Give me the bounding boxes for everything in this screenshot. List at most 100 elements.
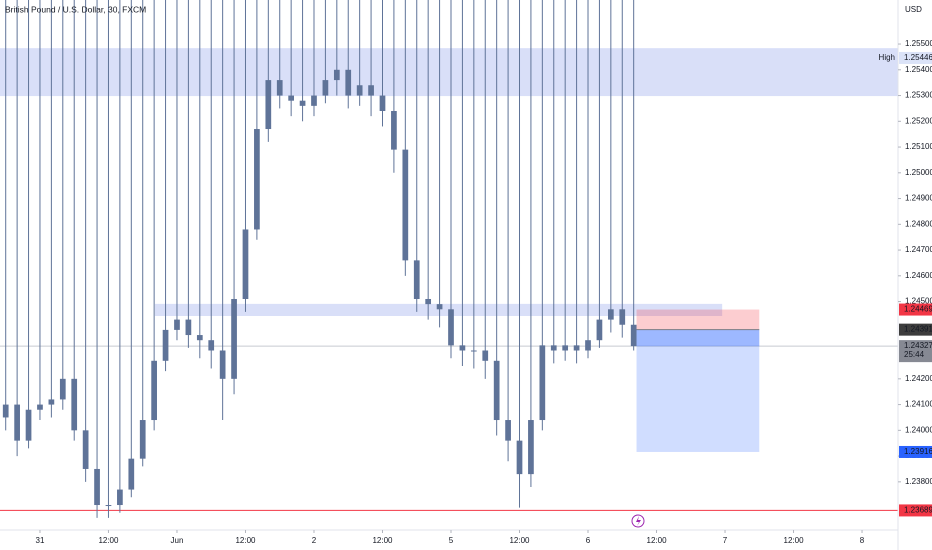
candle-body <box>368 85 374 96</box>
y-tick-label: 1.25000 <box>905 168 932 177</box>
high-price-label: 1.25446 <box>904 53 932 62</box>
candle-body <box>619 309 626 325</box>
chart-title: British Pound / U.S. Dollar, 30, FXCM <box>5 4 146 14</box>
candle-body <box>128 458 135 490</box>
alert-icon[interactable] <box>631 514 645 528</box>
candle-body <box>208 340 215 351</box>
x-tick-label: 8 <box>860 536 865 545</box>
x-tick-label: 12:00 <box>647 536 668 545</box>
candle-body <box>459 345 466 351</box>
candles <box>2 0 637 518</box>
candle-body <box>482 350 489 361</box>
candle-body <box>2 404 9 418</box>
zone <box>0 48 898 97</box>
position-tool <box>636 309 760 452</box>
x-tick-label: 12:00 <box>98 536 119 545</box>
candle-body <box>288 95 295 101</box>
candle-body <box>139 420 146 459</box>
x-tick-label: 12:00 <box>235 536 256 545</box>
candle-body <box>196 335 203 341</box>
candle-body <box>48 399 55 405</box>
candle-body <box>493 360 500 421</box>
candle-body <box>82 430 89 469</box>
low-price-label: 1.23689 <box>904 506 932 515</box>
candle-body <box>413 260 420 299</box>
candle-body <box>37 404 43 410</box>
candle-body <box>391 110 397 150</box>
candle-body <box>516 440 523 475</box>
candle-body <box>539 345 546 421</box>
y-tick-label: 1.25500 <box>905 39 932 48</box>
candle-body <box>550 345 557 351</box>
candle-body <box>505 420 511 441</box>
stop-area <box>636 309 760 330</box>
candle-body <box>185 319 192 336</box>
candle-body <box>528 420 534 475</box>
target-price-label: 1.23916 <box>904 447 932 456</box>
countdown: 25:44 <box>904 350 925 359</box>
y-tick-label: 1.24500 <box>905 297 932 306</box>
candle-body <box>151 360 157 421</box>
x-tick-label: 12:00 <box>372 536 393 545</box>
x-tick-label: 12:00 <box>509 536 530 545</box>
last-price-badge <box>899 340 932 363</box>
entry-price-label: 1.24391 <box>904 325 932 334</box>
candle-body <box>276 80 283 96</box>
low-price-badge <box>899 504 932 517</box>
y-tick-label: 1.23800 <box>905 477 932 486</box>
candle-body <box>117 489 123 506</box>
candle-body <box>448 309 454 346</box>
y-tick-label: 1.24200 <box>905 374 932 383</box>
candle-body <box>379 95 386 111</box>
y-tick-label: 1.25200 <box>905 116 932 125</box>
currency: USD <box>905 5 922 14</box>
candle-body <box>345 69 352 96</box>
target-area <box>636 329 760 452</box>
candle-body <box>630 324 637 347</box>
candle-body <box>219 350 226 379</box>
candle-body <box>333 69 340 81</box>
candle-body <box>356 85 363 96</box>
candle-body <box>322 80 329 96</box>
y-tick-label: 1.24700 <box>905 245 932 254</box>
x-tick-label: Jun <box>171 536 184 545</box>
candle-body <box>105 505 112 507</box>
open-pnl-area <box>636 329 760 347</box>
candle-body <box>562 345 569 351</box>
y-tick-label: 1.24600 <box>905 271 932 280</box>
x-tick-label: 5 <box>449 536 454 545</box>
y-tick-label: 1.25300 <box>905 91 932 100</box>
y-tick-label: 1.25100 <box>905 142 932 151</box>
y-tick-label: 1.24800 <box>905 219 932 228</box>
candle-body <box>25 409 32 441</box>
candle-body <box>265 80 272 130</box>
stop-price-label: 1.24469 <box>904 305 932 314</box>
x-tick-label: 31 <box>36 536 45 545</box>
x-tick-label: 7 <box>723 536 728 545</box>
zone <box>154 303 723 316</box>
high-text: High <box>879 53 895 62</box>
candle-body <box>311 95 317 106</box>
candle-body <box>299 100 306 106</box>
candle-body <box>596 319 603 341</box>
zones <box>0 48 898 511</box>
candle-body <box>425 298 432 305</box>
entry-price-badge <box>899 323 932 336</box>
candle-body <box>94 468 100 506</box>
x-tick-label: 12:00 <box>784 536 805 545</box>
high-price-badge <box>899 51 932 64</box>
x-tick-label: 2 <box>312 536 317 545</box>
stop-price-badge <box>899 303 932 316</box>
candle-body <box>585 340 591 351</box>
candle-body <box>174 319 180 330</box>
candle-body <box>607 309 614 320</box>
candle-body <box>59 378 66 400</box>
x-tick-label: 6 <box>586 536 591 545</box>
y-tick-label: 1.24100 <box>905 400 932 409</box>
axes <box>0 0 901 550</box>
candle-body <box>470 350 477 352</box>
candle-body <box>162 329 169 361</box>
